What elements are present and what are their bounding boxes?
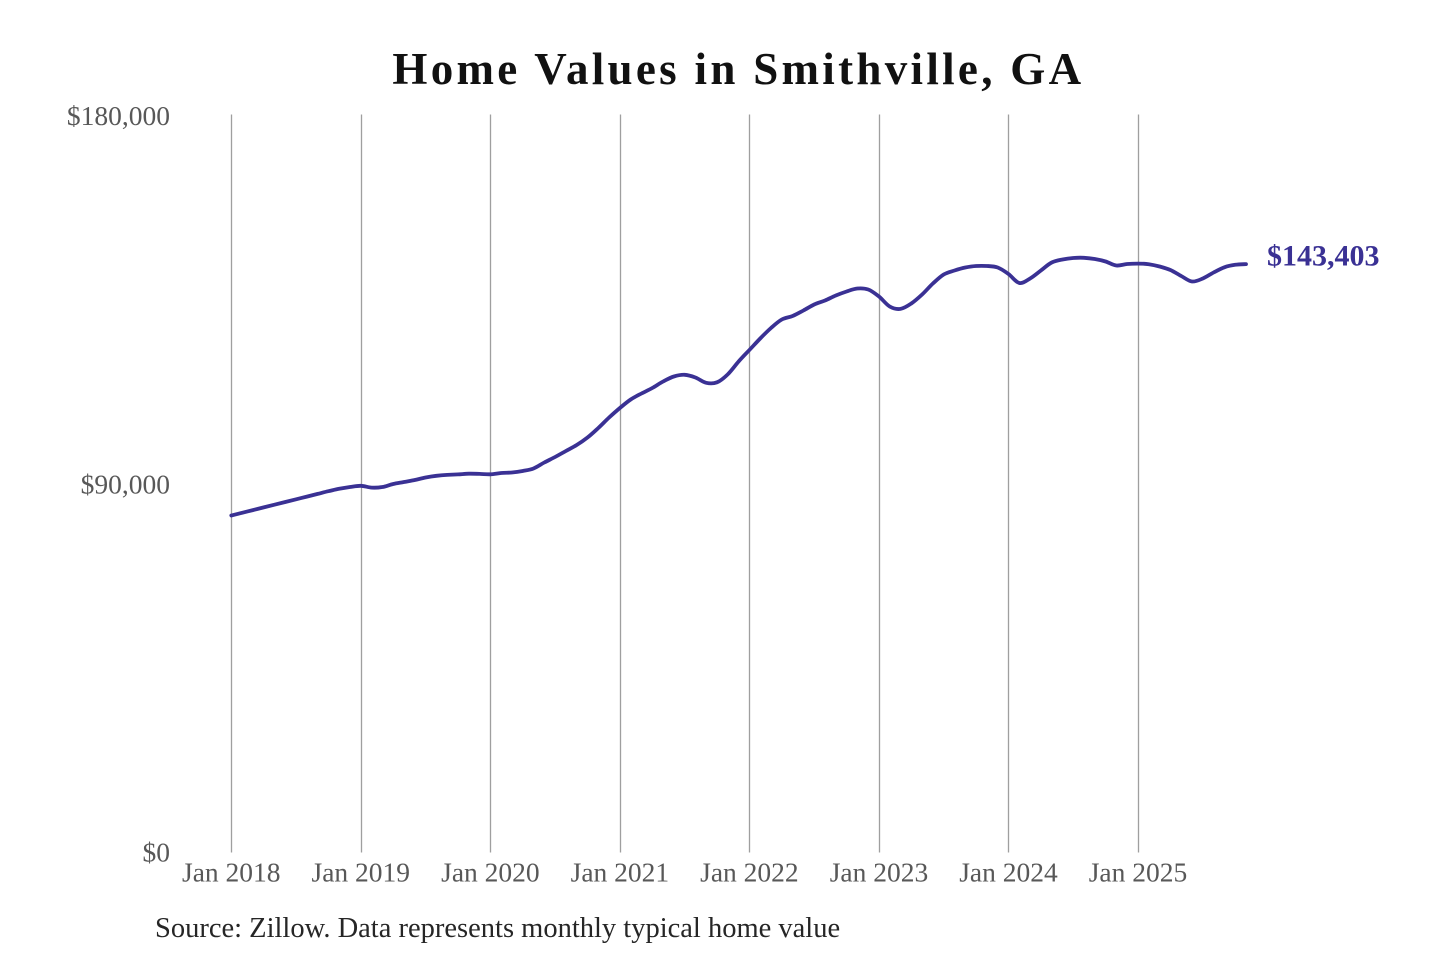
svg-text:$0: $0 — [143, 837, 171, 868]
svg-text:$180,000: $180,000 — [67, 100, 170, 131]
svg-text:Jan 2022: Jan 2022 — [700, 857, 799, 888]
svg-text:Jan 2023: Jan 2023 — [830, 857, 929, 888]
svg-text:Jan 2018: Jan 2018 — [182, 857, 281, 888]
svg-text:Source: Zillow. Data represent: Source: Zillow. Data represents monthly … — [155, 913, 840, 944]
svg-text:Jan 2021: Jan 2021 — [571, 857, 670, 888]
svg-text:Jan 2025: Jan 2025 — [1089, 857, 1188, 888]
svg-text:Home Values in Smithville, GA: Home Values in Smithville, GA — [392, 44, 1084, 94]
svg-text:Jan 2020: Jan 2020 — [441, 857, 540, 888]
svg-text:Jan 2019: Jan 2019 — [312, 857, 411, 888]
svg-text:$143,403: $143,403 — [1267, 240, 1380, 273]
svg-text:Jan 2024: Jan 2024 — [959, 857, 1058, 888]
svg-text:$90,000: $90,000 — [81, 469, 170, 500]
